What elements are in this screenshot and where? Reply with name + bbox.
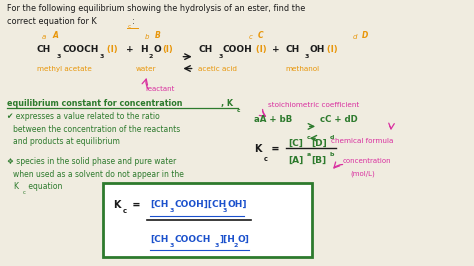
Text: A: A xyxy=(52,31,58,40)
Text: (l): (l) xyxy=(104,45,118,54)
Text: COOH][CH: COOH][CH xyxy=(174,200,227,209)
Text: [CH: [CH xyxy=(150,235,168,244)
Text: methyl acetate: methyl acetate xyxy=(36,66,91,72)
Text: a: a xyxy=(41,34,46,40)
Text: b: b xyxy=(145,34,150,40)
FancyBboxPatch shape xyxy=(103,183,312,257)
Text: c: c xyxy=(264,156,267,162)
Text: K: K xyxy=(255,144,262,154)
Text: , K: , K xyxy=(221,99,234,108)
Text: between the concentration of the reactants: between the concentration of the reactan… xyxy=(13,125,181,134)
Text: when used as a solvent do not appear in the: when used as a solvent do not appear in … xyxy=(13,169,184,178)
Text: D: D xyxy=(362,31,368,40)
Text: reactant: reactant xyxy=(145,86,174,92)
Text: chemical formula: chemical formula xyxy=(331,138,393,144)
Text: C: C xyxy=(258,31,264,40)
Text: OH]: OH] xyxy=(228,200,247,209)
Text: d: d xyxy=(353,34,357,40)
Text: COOH: COOH xyxy=(223,45,253,54)
Text: 3: 3 xyxy=(223,208,227,213)
Text: 3: 3 xyxy=(215,243,219,248)
Text: [A]: [A] xyxy=(288,156,303,165)
Text: cC + dD: cC + dD xyxy=(320,115,358,124)
Text: 3: 3 xyxy=(170,208,174,213)
Text: O]: O] xyxy=(237,235,249,244)
Text: O: O xyxy=(154,45,161,54)
Text: water: water xyxy=(136,66,156,72)
Text: c: c xyxy=(23,190,26,195)
Text: +: + xyxy=(126,45,133,54)
Text: equilibrium constant for concentration: equilibrium constant for concentration xyxy=(7,99,182,108)
Text: =: = xyxy=(129,200,144,210)
Text: 3: 3 xyxy=(100,54,104,59)
Text: =: = xyxy=(268,144,283,154)
Text: stoichiometric coefficient: stoichiometric coefficient xyxy=(268,102,359,108)
Text: OH: OH xyxy=(309,45,325,54)
Text: 2: 2 xyxy=(149,54,153,59)
Text: [B]: [B] xyxy=(311,156,326,165)
Text: For the following equilibrium showing the hydrolysis of an ester, find the: For the following equilibrium showing th… xyxy=(7,4,305,13)
Text: CH: CH xyxy=(285,45,300,54)
Text: +: + xyxy=(273,45,280,54)
Text: B: B xyxy=(155,31,160,40)
Text: 2: 2 xyxy=(234,243,238,248)
Text: K: K xyxy=(113,200,120,210)
Text: and products at equilibrium: and products at equilibrium xyxy=(13,138,120,146)
Text: correct equation for K: correct equation for K xyxy=(7,17,97,26)
Text: c: c xyxy=(249,34,253,40)
Text: c: c xyxy=(123,208,127,214)
Text: ❖ species in the solid phase and pure water: ❖ species in the solid phase and pure wa… xyxy=(7,157,176,166)
Text: CH: CH xyxy=(36,45,51,54)
Text: [C]: [C] xyxy=(288,139,303,147)
Text: (l): (l) xyxy=(253,45,267,54)
Text: b: b xyxy=(329,152,334,157)
Text: (mol/L): (mol/L) xyxy=(350,171,375,177)
Text: COOCH: COOCH xyxy=(63,45,99,54)
Text: d: d xyxy=(329,135,334,140)
Text: methanol: methanol xyxy=(285,66,319,72)
Text: c: c xyxy=(306,135,310,140)
Text: 3: 3 xyxy=(57,54,61,59)
Text: (l): (l) xyxy=(324,45,338,54)
Text: :: : xyxy=(132,17,135,26)
Text: H: H xyxy=(140,45,148,54)
Text: ][H: ][H xyxy=(219,235,236,244)
Text: a: a xyxy=(306,152,310,157)
Text: c: c xyxy=(237,108,240,113)
Text: acetic acid: acetic acid xyxy=(198,66,237,72)
Text: (l): (l) xyxy=(163,45,173,54)
Text: [D]: [D] xyxy=(311,139,327,147)
Text: 3: 3 xyxy=(305,54,309,59)
Text: 3: 3 xyxy=(170,243,174,248)
Text: CH: CH xyxy=(198,45,213,54)
Text: aA + bB: aA + bB xyxy=(255,115,292,124)
Text: 3: 3 xyxy=(218,54,222,59)
Text: K: K xyxy=(13,182,18,191)
Text: ✔ expresses a value related to the ratio: ✔ expresses a value related to the ratio xyxy=(7,112,160,121)
Text: [CH: [CH xyxy=(150,200,168,209)
Text: c: c xyxy=(128,24,131,29)
Text: concentration: concentration xyxy=(343,158,392,164)
Text: COOCH: COOCH xyxy=(174,235,211,244)
Text: equation: equation xyxy=(27,182,63,191)
